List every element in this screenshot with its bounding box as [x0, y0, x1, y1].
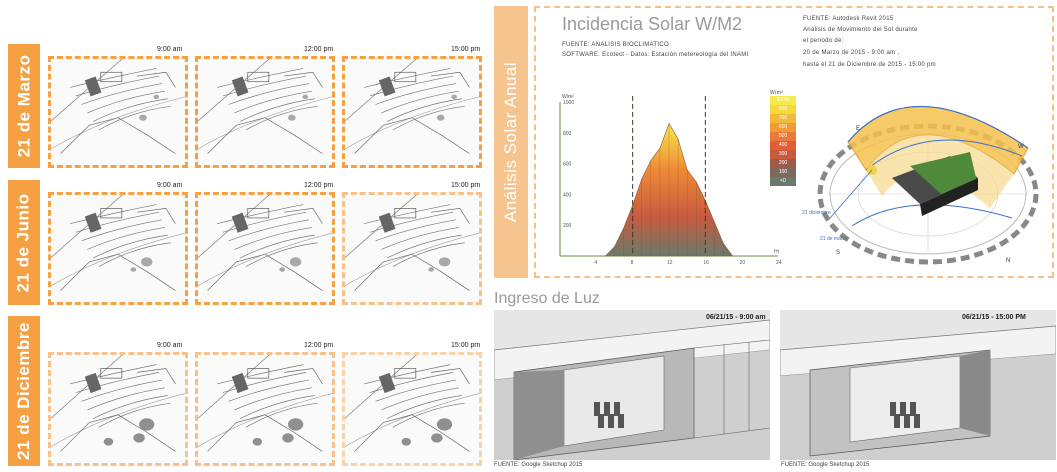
x-tick-label: 24 [776, 260, 782, 266]
x-tick-label: 4 [594, 260, 597, 266]
render-caption: FUENTE: Google Sketchup 2015 [781, 462, 870, 468]
row-tab-marzo: 21 de Marzo [8, 44, 40, 168]
legend-swatch: 700 [770, 114, 796, 123]
shadow-study-frame [48, 192, 188, 305]
analysis-note: hasta el 21 de Diciembre de 2015 - 15:00… [803, 62, 936, 68]
legend-title: W/m² [770, 90, 784, 96]
legend-swatch: 400 [770, 141, 796, 150]
shadow-study-frame [48, 352, 188, 466]
legend-swatch: 100 [770, 168, 796, 177]
legend-swatch: 300 [770, 150, 796, 159]
shadow-study-frame [195, 352, 335, 466]
legend-swatch: 900W [770, 96, 796, 105]
x-axis-label: Hr [774, 249, 780, 255]
render-afternoon [780, 310, 1056, 460]
shadow-study-frame [195, 192, 335, 305]
analysis-title: Incidencia Solar W/M2 [562, 14, 743, 34]
time-label: 9:00 am [157, 182, 183, 189]
row-tab-junio: 21 de Junio [8, 180, 40, 305]
site-plan-drawing [51, 355, 185, 452]
render-timestamp: 06/21/15 - 15:00 PM [962, 314, 1026, 321]
analysis-note: Análisis de Movimiento del Sol durante [803, 27, 918, 33]
chart-legend: W/m² 900W 800 700 600 500 400 300 200 100 <0 [770, 90, 796, 186]
row-tab-diciembre: 21 de Diciembre [8, 316, 40, 466]
analysis-side-label: Análisis Solar Anual [494, 6, 528, 278]
row-label: 21 de Diciembre [14, 322, 33, 460]
analysis-panel [534, 6, 1054, 278]
x-tick-label: 16 [703, 260, 709, 266]
light-title: Ingreso de Luz [494, 290, 600, 307]
x-tick-label: 8 [631, 260, 634, 266]
time-label: 12:00 pm [304, 342, 334, 349]
legend-swatch: <0 [770, 177, 796, 186]
row-label: 21 de Marzo [14, 54, 33, 158]
time-label: 9:00 am [157, 342, 183, 349]
shadow-study-frame [195, 56, 335, 168]
y-tick-label: 600 [563, 162, 572, 168]
time-label: 15:00 pm [451, 182, 481, 189]
time-label: 12:00 pm [304, 182, 334, 189]
analysis-note: FUENTE: Autodesk Revit 2015 [803, 16, 894, 22]
site-plan-drawing [198, 195, 332, 291]
compass-label: W [1018, 144, 1024, 150]
analysis-subtitle: FUENTE: ANALISIS BIOCLIMATICO [562, 42, 669, 48]
legend-swatch: 200 [770, 159, 796, 168]
y-tick-label: 800 [563, 131, 572, 137]
analysis-note: 20 de Marzo de 2015 - 9:00 am , [803, 50, 900, 56]
render-timestamp: 06/21/15 - 9:00 am [706, 314, 766, 321]
y-tick-label: 1000 [563, 100, 574, 106]
time-label: 15:00 pm [451, 342, 481, 349]
site-plan-drawing [51, 195, 185, 291]
shadow-study-frame [342, 56, 482, 168]
site-plan-drawing [345, 59, 479, 154]
y-axis-label: W/m² [562, 94, 574, 100]
site-plan-drawing [198, 59, 332, 154]
site-plan-drawing [198, 355, 332, 452]
legend-swatch: 800 [770, 105, 796, 114]
row-label: 21 de Junio [14, 192, 33, 293]
path-label: 21 de marzo [820, 236, 848, 242]
analysis-note: el periodo de: [803, 38, 844, 44]
shadow-study-frame [342, 192, 482, 305]
solar-incidence-chart: 1000 800 600 400 200 4 8 12 16 20 24 W/m² Hr [559, 94, 782, 266]
analysis-subtitle: SOFTWARE: Ecotect - Datos: Estación mete… [562, 52, 749, 58]
sun-path-diagram: W E N S 21 diciembre 21 de marzo [802, 105, 1039, 265]
shadow-study-frame [48, 56, 188, 168]
compass-label: N [1006, 258, 1010, 264]
shadow-study-frame [342, 352, 482, 466]
y-tick-label: 400 [563, 192, 572, 198]
x-tick-label: 12 [667, 260, 673, 266]
path-label: 21 diciembre [802, 210, 831, 216]
time-label: 15:00 pm [451, 46, 481, 53]
time-label: 9:00 am [157, 46, 183, 53]
y-tick-label: 200 [563, 223, 572, 229]
x-tick-label: 20 [740, 260, 746, 266]
render-caption: FUENTE: Google Sketchup 2015 [494, 462, 583, 468]
time-label: 12:00 pm [304, 46, 334, 53]
site-plan-drawing [345, 355, 479, 452]
legend-swatch: 500 [770, 132, 796, 141]
site-plan-drawing [51, 59, 185, 154]
compass-label: S [836, 250, 840, 256]
legend-swatch: 600 [770, 123, 796, 132]
compass-label: E [856, 126, 860, 132]
render-morning [494, 310, 770, 460]
site-plan-drawing [345, 195, 479, 291]
